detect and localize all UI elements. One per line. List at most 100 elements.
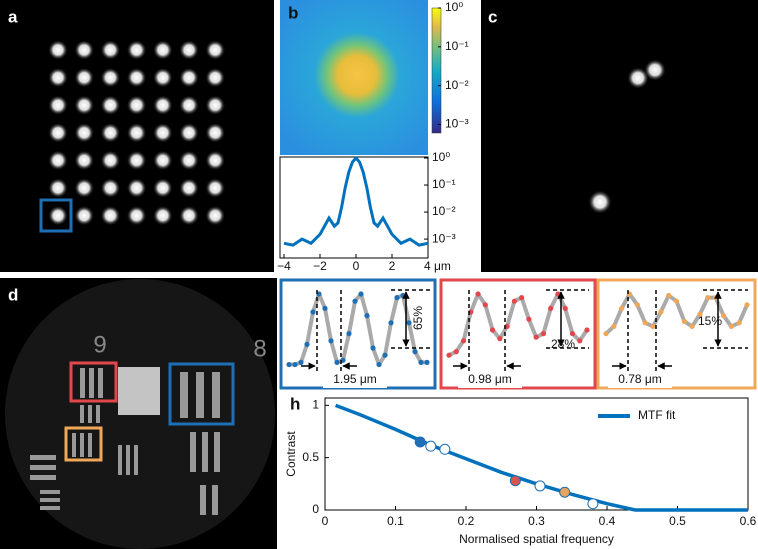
spot [126, 178, 147, 198]
spot [48, 95, 68, 116]
target-bars [30, 368, 220, 515]
spot [152, 95, 173, 116]
spot [48, 40, 68, 60]
data-point [497, 336, 503, 342]
spot [74, 95, 95, 116]
spot [205, 205, 226, 226]
data-point [642, 320, 648, 326]
x-tick-label: 0 [353, 259, 360, 273]
spot [152, 40, 173, 60]
data-point [310, 309, 316, 315]
group-label: 8 [253, 335, 266, 362]
x-tick-label: 0.5 [669, 514, 686, 528]
data-point [400, 292, 406, 299]
data-point [634, 302, 640, 308]
data-point [394, 295, 400, 301]
spot [179, 122, 199, 143]
spot [48, 178, 68, 198]
y-axis-title: Contrast [284, 431, 298, 477]
data-point [619, 305, 625, 311]
profile-frame [279, 156, 429, 259]
data-point [370, 345, 376, 351]
spot [100, 178, 121, 198]
highlight-box [64, 426, 103, 462]
data-point [611, 323, 617, 329]
data-point [424, 359, 430, 365]
x-tick-label: 2 [389, 259, 396, 273]
measured-point [509, 475, 521, 487]
label-bg [608, 372, 672, 388]
spot [126, 122, 147, 143]
x-tick-label: −4 [277, 259, 291, 273]
spot [74, 178, 95, 198]
y-tick-label: 0 [312, 502, 319, 516]
data-point [666, 292, 672, 299]
measured-point [534, 480, 546, 492]
data-point [681, 318, 687, 324]
spot [48, 67, 68, 88]
spot [100, 122, 121, 143]
data-point [352, 298, 358, 304]
spot [179, 205, 199, 226]
data-point [511, 298, 517, 304]
panel-label: c [488, 7, 497, 26]
data-point [555, 291, 561, 297]
panel-label: h [290, 394, 300, 413]
contrast-label: 15% [698, 314, 722, 328]
data-point [673, 298, 680, 304]
x-tick-label: 0.2 [458, 514, 475, 528]
contrast-label: 28% [551, 337, 575, 351]
spot [152, 67, 173, 88]
data-point [533, 334, 539, 340]
target-square [118, 367, 160, 415]
spot [126, 205, 147, 226]
colorbar-tick-label: 10⁻¹ [445, 39, 469, 53]
spot [48, 205, 68, 226]
mtf-frame [324, 397, 749, 511]
period-label: 0.98 μm [468, 372, 512, 386]
spot [205, 178, 226, 198]
spot [100, 67, 121, 88]
spot [74, 122, 95, 143]
x-tick-label: 0.3 [528, 514, 545, 528]
data-point [548, 305, 554, 311]
data-point [322, 305, 328, 311]
data-point [358, 291, 364, 297]
highlight-box [69, 361, 118, 403]
data-point [328, 338, 334, 344]
data-point [650, 323, 656, 329]
spot [126, 40, 147, 60]
measured-point [439, 443, 451, 455]
data-point [446, 352, 452, 358]
data-point [584, 327, 590, 333]
data-point [286, 361, 292, 368]
spot [205, 95, 226, 116]
colorbar [431, 7, 442, 134]
colorbar-tick-label: 10⁻² [445, 78, 469, 92]
x-tick-label: 0.6 [740, 514, 757, 528]
data-point [689, 323, 695, 329]
data-point [364, 313, 370, 319]
data-point [705, 295, 711, 301]
spot [205, 67, 226, 88]
label-bg [323, 372, 387, 388]
data-point [382, 352, 388, 358]
profile-line [283, 155, 429, 247]
spot [126, 150, 147, 171]
data-point [519, 295, 525, 301]
data-point [569, 331, 576, 337]
colorbar-tick-label: 10⁰ [445, 0, 463, 14]
y-tick-label: 0.5 [302, 450, 319, 464]
legend-label: MTF fit [638, 408, 676, 422]
spot [126, 67, 147, 88]
data-point [489, 327, 496, 333]
data-point [460, 338, 467, 344]
colorbar-tick-label: 10⁻³ [445, 117, 469, 131]
spot [74, 40, 95, 60]
data-point [504, 323, 510, 329]
spot [205, 122, 226, 143]
y-tick-label: 10⁰ [432, 150, 450, 164]
panel-label: b [288, 3, 298, 22]
data-point [298, 359, 304, 365]
